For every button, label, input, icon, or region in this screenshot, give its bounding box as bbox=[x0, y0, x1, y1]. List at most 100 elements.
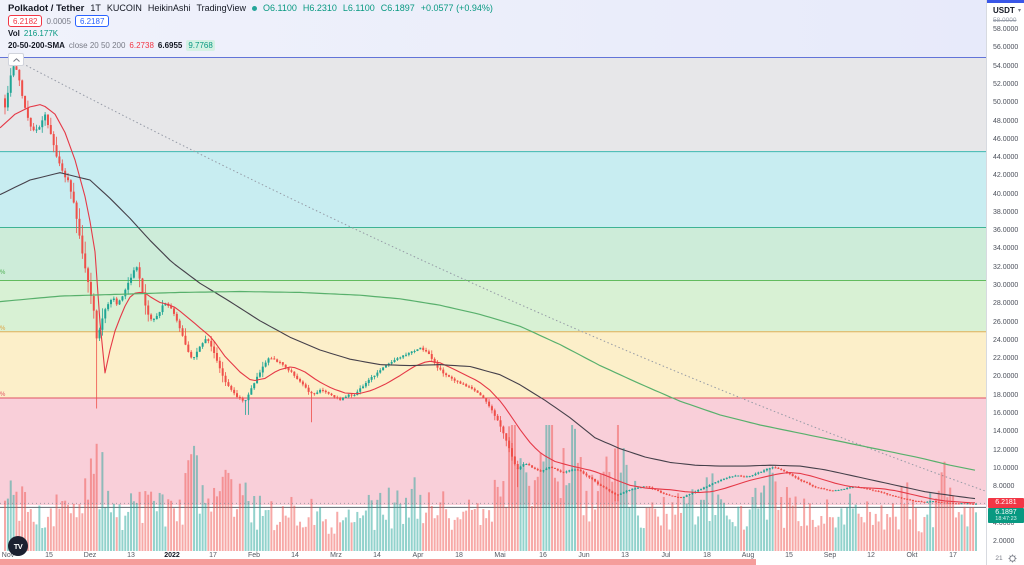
axis-corner-controls[interactable]: 21 bbox=[987, 551, 1024, 565]
price-axis-label: 18.0000 bbox=[993, 391, 1019, 399]
time-axis-label: Okt bbox=[906, 552, 918, 559]
ohlc-close: C6.1897 bbox=[380, 3, 415, 13]
time-axis-label: Mai bbox=[494, 552, 506, 559]
time-axis[interactable]: Nov 15 Dez 13 2022 17 Feb 14 Mrz 14 Apr 18 Mai 16 Jun 1… bbox=[0, 551, 986, 561]
price-axis-label: 40.0000 bbox=[993, 190, 1019, 198]
timezone-label[interactable]: 21 bbox=[995, 554, 1003, 562]
volume-value: 216.177K bbox=[23, 29, 59, 38]
price-axis-label: 32.0000 bbox=[993, 263, 1019, 271]
vendor-label: TradingView bbox=[196, 3, 246, 13]
zone-band-1 bbox=[0, 57, 986, 152]
sma20-value: 6.2738 bbox=[129, 41, 154, 50]
price-axis-label: 44.0000 bbox=[993, 154, 1019, 162]
interval-label[interactable]: 1T bbox=[90, 3, 101, 13]
price-zones bbox=[0, 0, 986, 508]
price-axis-label: 14.0000 bbox=[993, 428, 1019, 436]
time-axis-label: 15 bbox=[45, 552, 53, 559]
price-axis-label: 16.0000 bbox=[993, 410, 1019, 417]
time-axis-label: 2022 bbox=[164, 552, 180, 559]
zone-band-5 bbox=[0, 331, 986, 399]
time-axis-label: Aug bbox=[741, 552, 755, 559]
sma-layer-2 bbox=[0, 290, 976, 471]
price-axis-label: 4.0000 bbox=[993, 519, 1015, 527]
price-axis-label: 26.0000 bbox=[993, 318, 1019, 326]
price-axis-label: 8.0000 bbox=[993, 483, 1015, 491]
last-price-badge: 6.2181 bbox=[988, 498, 1024, 509]
sma50-value: 6.6955 bbox=[157, 41, 183, 50]
time-axis-label: 14 bbox=[291, 552, 299, 559]
price-axis-label: 54.0000 bbox=[993, 62, 1019, 70]
tradingview-logo[interactable]: TV bbox=[8, 536, 28, 556]
crossed-out-top-label: 58.0000 bbox=[993, 17, 1017, 24]
ohlc-high: H6.2310 bbox=[302, 3, 337, 13]
currency-unit-label[interactable]: USDT bbox=[993, 6, 1015, 15]
chart-legend: Polkadot / Tether 1T KUCOIN HeikinAshi T… bbox=[8, 3, 499, 66]
exchange-label[interactable]: KUCOIN bbox=[106, 3, 142, 13]
zone-band-0 bbox=[0, 0, 986, 58]
price-axis-label: 20.0000 bbox=[993, 373, 1019, 381]
time-axis-label: Sep bbox=[823, 552, 837, 559]
sma-line-20 bbox=[0, 104, 976, 504]
price-axis-label: 46.0000 bbox=[993, 135, 1019, 143]
chevron-up-icon bbox=[12, 57, 20, 62]
heikin-ashi-candles bbox=[4, 62, 977, 505]
time-axis-label: 17 bbox=[949, 552, 957, 559]
price-axis-label: 24.0000 bbox=[993, 336, 1019, 344]
time-axis-label: Jun bbox=[578, 552, 590, 559]
time-axis-label: Mrz bbox=[330, 552, 342, 559]
volume-histogram bbox=[4, 425, 977, 551]
time-axis-label: 18 bbox=[455, 552, 463, 559]
chevron-down-icon: ▾ bbox=[1018, 8, 1022, 14]
price-chart-canvas[interactable] bbox=[0, 0, 986, 551]
chart-style-label[interactable]: HeikinAshi bbox=[147, 3, 191, 13]
time-axis-label: Nov bbox=[1, 552, 15, 559]
time-axis-label: 13 bbox=[621, 552, 629, 559]
ohlc-low: L6.1100 bbox=[342, 3, 375, 13]
price-axis-label: 50.0000 bbox=[993, 99, 1019, 107]
bar-close-price: 6.1897 bbox=[995, 509, 1017, 517]
buy-price-button[interactable]: 6.2187 bbox=[74, 15, 110, 27]
volume-indicator-label[interactable]: Vol bbox=[8, 29, 20, 38]
zone-band-3 bbox=[0, 227, 986, 281]
price-axis-label: 36.0000 bbox=[993, 227, 1019, 235]
price-axis-label: 42.0000 bbox=[993, 172, 1019, 180]
time-axis-label: 12 bbox=[867, 552, 875, 559]
time-axis-label: Dez bbox=[83, 552, 97, 559]
symbol-title[interactable]: Polkadot / Tether bbox=[8, 3, 85, 14]
sma-indicator-label[interactable]: 20-50-200-SMA bbox=[8, 41, 65, 50]
bar-countdown-timer: 18:47:23 bbox=[995, 516, 1017, 523]
price-axis-label: 58.0000 bbox=[993, 26, 1019, 34]
price-axis-label: 38.0000 bbox=[993, 208, 1019, 216]
time-axis-label: 18 bbox=[703, 552, 711, 559]
ohlc-open: O6.1100 bbox=[262, 3, 297, 13]
price-axis-label: 56.0000 bbox=[993, 44, 1019, 52]
tradingview-logo-text: TV bbox=[13, 541, 23, 551]
price-axis-label: 30.0000 bbox=[993, 282, 1019, 290]
time-axis-label: 17 bbox=[209, 552, 217, 559]
zone-band-2 bbox=[0, 151, 986, 228]
time-axis-label: 15 bbox=[785, 552, 793, 559]
ohlc-change: +0.0577 (+0.94%) bbox=[420, 3, 493, 13]
sell-price-button[interactable]: 6.2182 bbox=[8, 15, 43, 27]
price-axis-label: 34.0000 bbox=[993, 245, 1019, 253]
market-status-dot bbox=[251, 6, 257, 11]
gear-icon[interactable] bbox=[1008, 553, 1017, 563]
price-axis-label: 28.0000 bbox=[993, 300, 1019, 308]
price-axis[interactable]: USDT ▾ 58.0000 6.2181 6.1897 18:47:23 21… bbox=[986, 0, 1024, 565]
price-axis-label: 52.0000 bbox=[993, 80, 1019, 88]
sma-layer-1 bbox=[0, 172, 976, 500]
legend-collapse-button[interactable] bbox=[8, 53, 24, 66]
time-axis-label: Feb bbox=[247, 552, 261, 559]
time-axis-label: 16 bbox=[539, 552, 547, 559]
zone-band-4 bbox=[0, 280, 986, 332]
sma-params: close 20 50 200 bbox=[68, 41, 126, 50]
price-axis-label: 2.0000 bbox=[993, 537, 1015, 545]
bar-close-countdown-badge: 6.1897 18:47:23 bbox=[988, 508, 1024, 524]
price-axis-label: 48.0000 bbox=[993, 117, 1019, 125]
sma200-value: 9.7768 bbox=[186, 40, 215, 51]
price-axis-label: 12.0000 bbox=[993, 446, 1019, 454]
axis-highlight-bar bbox=[987, 0, 1024, 3]
price-axis-label: 22.0000 bbox=[993, 355, 1019, 363]
zone-level-label-fragment: % bbox=[0, 270, 6, 276]
